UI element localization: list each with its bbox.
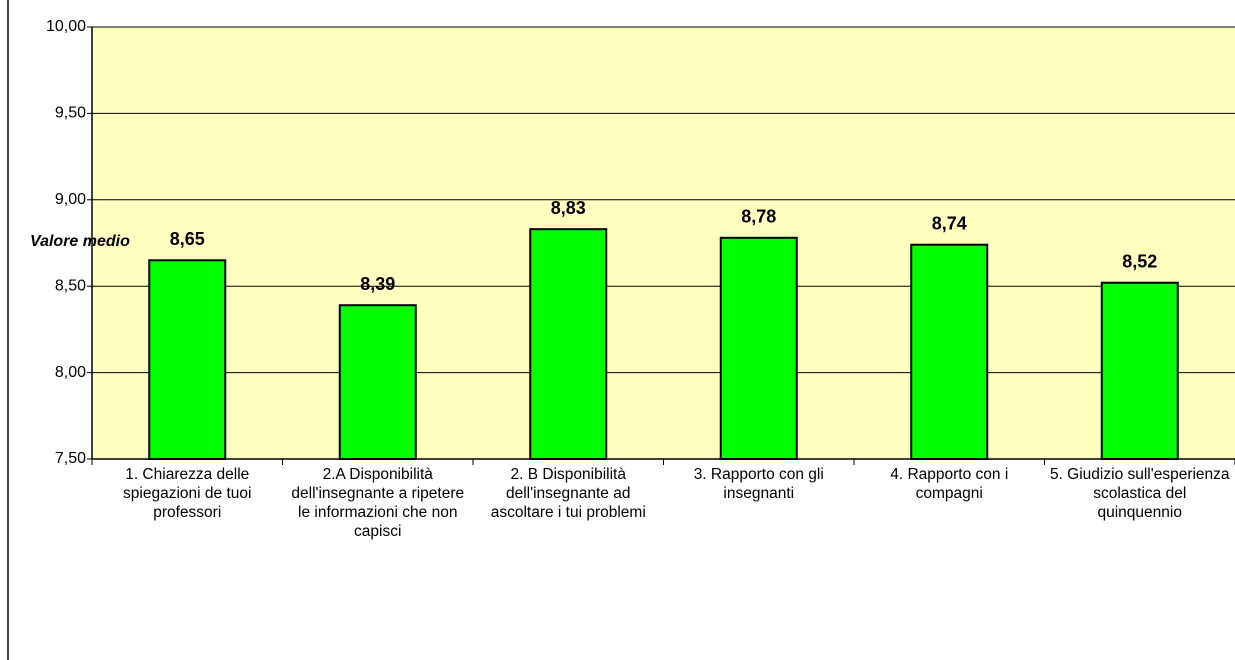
value-label: 8,39 [360,274,395,294]
y-tick-label: 8,50 [55,277,86,294]
plot-area [92,27,1235,459]
value-label: 8,52 [1122,251,1157,271]
bar [910,243,989,460]
x-tick-label: 2.A Disponibilità dell'insegnante a ripe… [291,466,465,540]
bar [148,259,227,460]
x-tick-label: 2. B Disponibilità dell'insegnante ad as… [490,466,646,521]
y-tick-label: 10,00 [46,18,86,35]
value-label: 8,78 [741,207,776,227]
bar [1100,281,1179,460]
x-tick-label: 4. Rapporto con i compagni [890,466,1009,502]
bar [338,304,417,461]
y-tick-label: 7,50 [55,450,86,467]
y-tick-label: 9,00 [55,191,86,208]
bar [529,228,608,460]
value-label: 8,65 [170,229,205,249]
y-tick-label: 8,00 [55,364,86,381]
y-axis-label: Valore medio [30,233,130,250]
x-tick-label: 3. Rapporto con gli insegnanti [693,466,824,502]
y-tick-label: 9,50 [55,105,86,122]
x-tick-label: 1. Chiarezza delle spiegazioni de tuoi p… [123,466,252,521]
value-label: 8,83 [551,198,586,218]
bar [719,236,798,460]
x-tick-label: 5. Giudizio sull'esperienza scolastica d… [1049,466,1230,521]
value-label: 8,74 [932,213,967,233]
